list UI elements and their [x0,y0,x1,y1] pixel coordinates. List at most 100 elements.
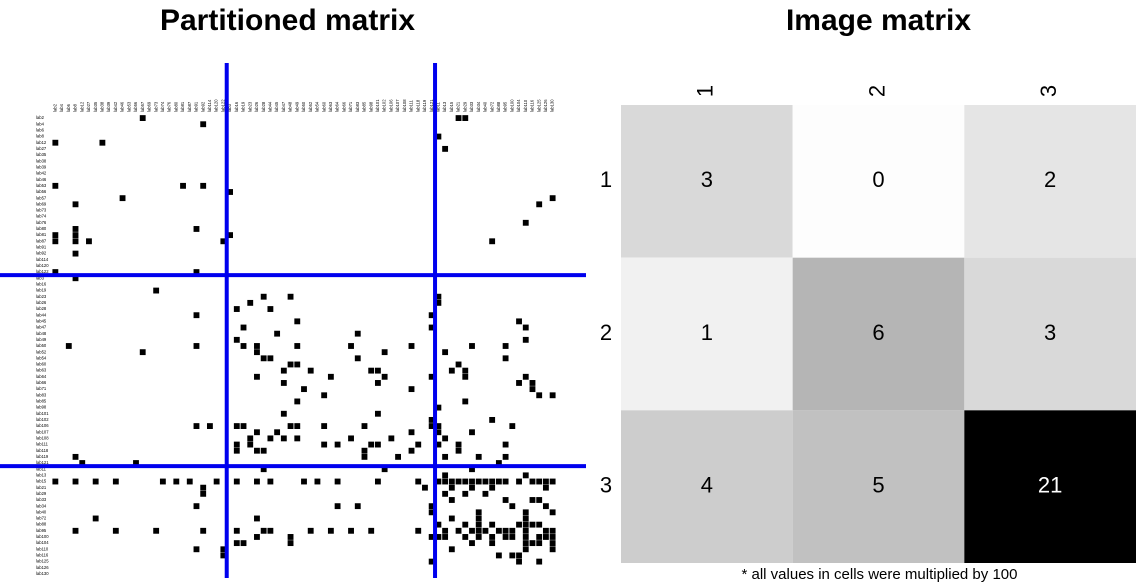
column-label: lab8 [73,103,78,112]
tie-cell [220,552,227,559]
tie-cell [72,527,79,534]
tie-cell [489,521,496,528]
tie-cell [549,478,556,485]
row-label: lab101 [36,411,49,416]
row-label: lab45 [36,318,47,323]
row-label: lab88 [36,522,47,527]
image-cell-values: 3 0 21 6 34 5 21 [701,167,1063,497]
tie-cell [542,534,549,540]
row-label: lab8 [36,134,45,139]
tie-cell [448,515,455,522]
image-cell [964,105,1136,258]
tie-cell [415,441,422,448]
tie-cell [469,527,475,534]
column-label: lab114 [207,99,212,112]
tie-cell [442,472,449,479]
tie-cell [260,527,267,534]
row-label: lab83 [36,392,47,397]
tie-cell [233,306,240,312]
tie-cell [509,527,516,534]
tie-cell [455,478,462,485]
tie-cell [536,478,543,485]
column-label: lab40 [483,101,488,112]
column-label: lab87 [187,101,192,112]
tie-cell [72,238,79,245]
column-label: lab104 [516,99,521,112]
tie-cell [287,534,294,540]
tie-cell [435,429,442,436]
tie-cell [254,373,260,380]
tie-cell [469,466,475,473]
row-label: lab4 [36,121,45,126]
tie-cell [428,534,435,540]
tie-cell [72,275,79,282]
column-label: lab116 [530,99,535,112]
tie-cell [267,355,274,362]
tie-cell [72,250,79,257]
tie-cell [442,349,449,356]
row-label: lab119 [36,454,49,459]
tie-cell [374,380,381,386]
column-label: lab48 [288,101,293,112]
tie-cell [536,392,543,399]
image-cell-value: 3 [701,167,713,192]
tie-cell [495,552,502,559]
row-label: lab50 [36,343,47,348]
tie-cell [529,478,536,485]
tie-cell [542,478,549,485]
tie-cell [522,373,529,380]
tie-cell [448,546,455,553]
tie-cell [200,527,207,534]
tie-cell [448,484,455,491]
column-label: lab56 [133,101,138,112]
tie-cell [354,503,361,510]
row-label: lab107 [36,429,49,434]
column-label: lab3 [227,103,232,112]
tie-cell [240,343,247,349]
tie-cell [435,299,442,306]
column-label: lab11 [436,101,441,112]
tie-cell [301,386,307,393]
tie-cell [549,527,556,534]
column-label: lab71 [348,101,353,112]
tie-cell [267,306,274,312]
column-label: lab95 [503,101,508,112]
image-cell-value: 4 [701,472,713,497]
tie-cell [294,398,301,405]
column-label: lab74 [160,101,165,112]
row-label: lab53 [36,183,47,188]
tie-cell [422,484,428,491]
column-label: lab26 [254,101,259,112]
column-label: lab4 [59,103,64,112]
row-label: lab130 [36,571,49,576]
image-cell [621,410,793,563]
image-cell [792,105,965,258]
tie-cell [516,478,522,485]
tie-cell [287,540,294,547]
tie-cell [549,195,556,202]
tie-cell [469,478,475,485]
row-label: lab35 [36,152,47,157]
tie-cell [462,521,469,528]
tie-cell [415,527,422,534]
tie-cell [455,447,462,454]
tie-cell [522,219,529,226]
row-label: lab28 [36,306,47,311]
column-label: lab102 [382,99,387,112]
tie-cell [233,447,240,454]
row-label: lab21 [36,485,47,490]
tie-cell [428,558,435,565]
tie-cell [321,423,328,429]
tie-cell [267,527,274,534]
image-cell [792,257,965,411]
tie-cell [254,343,260,349]
tie-cell [502,534,509,540]
tie-cell [321,441,328,448]
tie-cell [482,478,489,485]
tie-cell [529,540,536,547]
tie-cell [260,355,267,362]
image-cell-value: 6 [872,320,884,345]
tie-cell [516,521,522,528]
tie-cell [442,435,449,442]
tie-cell [280,435,287,442]
